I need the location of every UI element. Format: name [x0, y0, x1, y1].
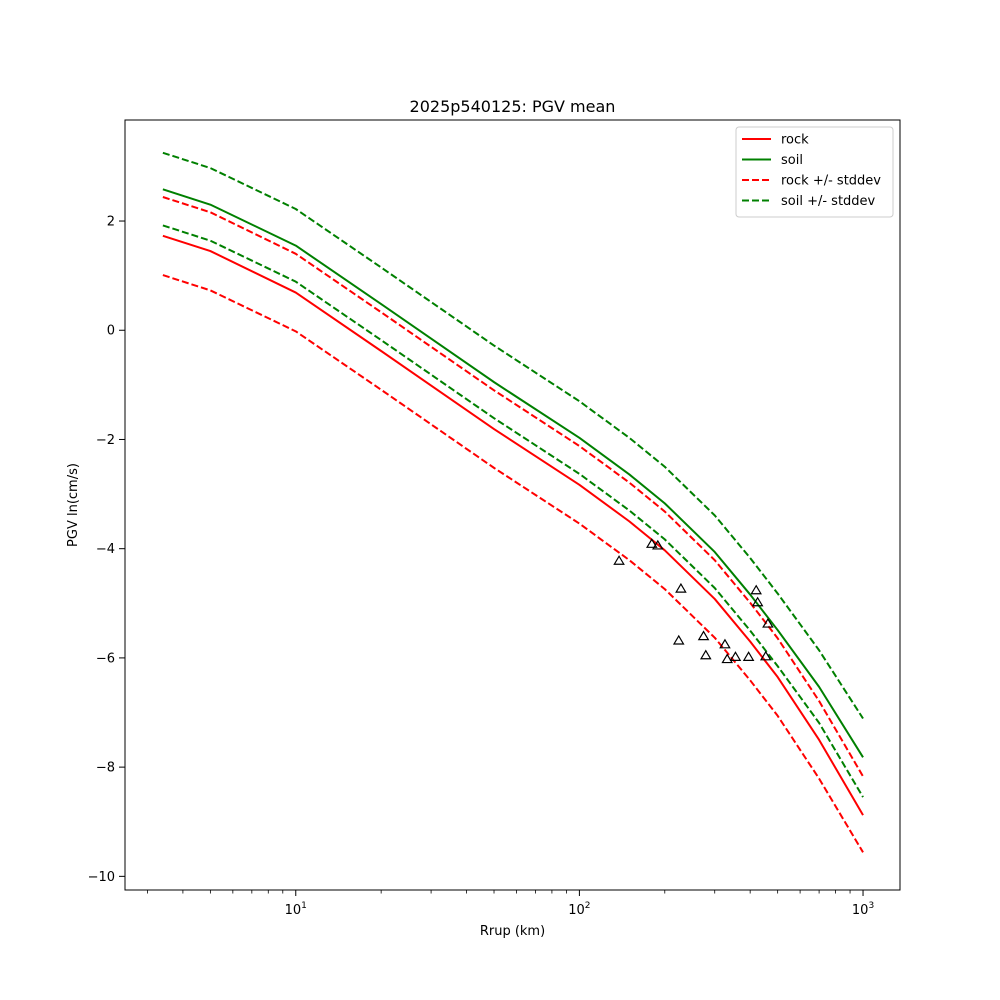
legend-box — [735, 126, 894, 218]
series-line-rock-stddev-2 — [162, 196, 864, 777]
observation-point-8 — [721, 653, 734, 664]
observation-point-0 — [613, 555, 625, 565]
observation-point-14 — [762, 617, 774, 628]
observations-layer — [613, 538, 774, 664]
y-tick-label: −6 — [96, 651, 115, 666]
series-line-rock-0 — [162, 234, 864, 816]
observation-point-12 — [751, 596, 764, 607]
x-tick-label: 102 — [568, 901, 590, 918]
observation-point-6 — [699, 649, 712, 660]
observation-point-7 — [719, 638, 731, 649]
chart-title: 2025p540125: PGV mean — [410, 97, 616, 116]
legend: rock soil rock +/- stddev soil +/- stddev — [735, 126, 894, 218]
y-tick-label: −8 — [96, 761, 115, 776]
observation-point-5 — [697, 630, 710, 641]
plot-area-frame — [124, 119, 901, 891]
y-tick-label: −4 — [96, 542, 115, 557]
x-tick-label: 103 — [852, 901, 874, 918]
observation-point-3 — [672, 634, 685, 645]
observation-point-1 — [645, 538, 658, 548]
observation-point-13 — [759, 650, 772, 661]
x-axis-label: Rrup (km) — [480, 924, 545, 939]
y-tick-label: 2 — [107, 215, 115, 230]
observation-point-11 — [750, 584, 762, 595]
observation-point-4 — [675, 582, 687, 593]
y-axis: 2 0 −2 −4 −6 −8 −10 — [88, 215, 125, 885]
legend-label: rock +/- stddev — [781, 174, 881, 189]
y-axis-label: PGV ln(cm/s) — [66, 463, 81, 547]
series-line-rock-stddev-3 — [162, 274, 864, 853]
x-axis: 101 102 103 — [147, 890, 874, 918]
series-line-soil-stddev-5 — [162, 224, 864, 798]
observation-point-10 — [742, 651, 755, 661]
y-tick-label: −10 — [88, 870, 115, 885]
legend-label: soil — [781, 153, 803, 168]
series-layer — [162, 151, 864, 853]
observation-point-2 — [652, 539, 664, 550]
legend-label: rock — [781, 133, 809, 148]
x-tick-label: 101 — [285, 901, 307, 918]
y-tick-label: −2 — [96, 433, 115, 448]
observation-point-9 — [729, 651, 742, 661]
y-tick-label: 0 — [107, 324, 115, 339]
legend-label: soil +/- stddev — [781, 194, 876, 209]
series-line-soil-1 — [162, 188, 864, 758]
series-line-soil-stddev-4 — [162, 151, 864, 720]
